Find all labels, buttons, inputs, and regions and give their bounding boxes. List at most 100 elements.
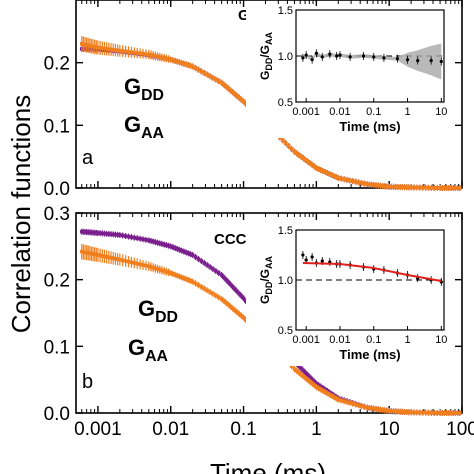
legend-label-gaa: GAA xyxy=(128,335,169,365)
data-point xyxy=(323,390,327,394)
x-tick-label: 0.1 xyxy=(230,419,256,440)
data-point xyxy=(458,186,462,190)
data-point xyxy=(455,411,460,415)
inset-y-axis-label-sub1: DD xyxy=(264,281,274,294)
data-point xyxy=(115,48,120,53)
data-point xyxy=(113,256,118,261)
inset-y-tick-label: 1.0 xyxy=(278,275,293,287)
legend-label-gdd-main: G xyxy=(138,296,155,321)
data-point xyxy=(120,233,125,238)
inset-data-point xyxy=(348,55,352,59)
data-point xyxy=(391,185,396,189)
data-point xyxy=(98,253,102,258)
data-point xyxy=(314,385,319,389)
data-point xyxy=(426,185,431,190)
inset-data-point xyxy=(338,53,342,57)
data-point xyxy=(144,238,148,242)
data-point xyxy=(109,256,113,260)
data-point xyxy=(442,186,447,190)
legend-label-gdd-main: G xyxy=(124,74,141,99)
data-point xyxy=(226,86,231,91)
data-point xyxy=(171,245,175,249)
inset-x-tick-label: 0.01 xyxy=(329,106,350,118)
data-point xyxy=(100,231,105,236)
inset-data-point xyxy=(429,59,433,63)
data-point xyxy=(98,46,102,50)
x-tick-label: 0.001 xyxy=(74,419,122,440)
inset-y-axis-label-mid: /G xyxy=(258,269,272,282)
data-point xyxy=(239,97,244,102)
panel-b: 0.0010.010.11101000.00.10.20.3GDDGAACCC/… xyxy=(44,204,474,440)
panel-a: 0.00.10.2GDDGAAGGG/CCC_DAa0.0010.010.111… xyxy=(44,0,463,200)
data-point xyxy=(190,279,195,284)
data-point xyxy=(171,272,175,276)
data-point xyxy=(339,176,343,181)
data-point xyxy=(453,411,458,415)
inset-data-point xyxy=(301,56,305,60)
data-point xyxy=(173,59,177,63)
legend-label-gaa-main: G xyxy=(128,335,145,360)
data-point xyxy=(321,169,325,173)
data-point xyxy=(362,181,367,186)
inset-data-point xyxy=(310,58,314,62)
inset-y-tick-label: 1.5 xyxy=(278,225,293,237)
data-point xyxy=(196,257,201,261)
inset-y-axis-label-sub2: AA xyxy=(264,255,274,268)
data-point xyxy=(444,411,449,415)
data-point xyxy=(107,232,111,236)
data-point xyxy=(162,269,166,273)
data-point xyxy=(177,274,182,279)
inset-y-axis-label: GDD/GAA xyxy=(258,255,274,304)
panel-label: a xyxy=(82,147,94,169)
data-point xyxy=(305,159,310,164)
data-point xyxy=(404,410,409,414)
data-point xyxy=(214,77,218,82)
data-point xyxy=(429,411,434,415)
data-point xyxy=(123,234,128,238)
data-point xyxy=(336,397,341,402)
data-point xyxy=(222,82,226,87)
data-point xyxy=(164,56,169,61)
data-point xyxy=(111,232,116,237)
data-point xyxy=(412,410,416,415)
data-point xyxy=(323,170,327,174)
data-point xyxy=(329,394,334,398)
inset-data-point xyxy=(395,57,399,61)
data-point xyxy=(100,254,105,258)
data-point xyxy=(109,232,113,236)
data-point xyxy=(289,147,294,151)
data-point xyxy=(230,90,235,94)
data-point xyxy=(179,275,184,280)
inset-data-point xyxy=(382,56,386,60)
data-point xyxy=(438,411,442,415)
data-point xyxy=(283,141,288,145)
inset-data-point xyxy=(314,51,318,55)
data-point xyxy=(316,383,321,387)
data-point xyxy=(111,48,116,52)
data-point xyxy=(329,173,334,177)
data-point xyxy=(149,265,153,269)
data-point xyxy=(407,185,411,190)
data-point xyxy=(342,399,346,404)
data-point xyxy=(409,185,413,190)
data-point xyxy=(160,242,164,246)
data-point xyxy=(214,269,218,273)
data-point xyxy=(383,184,387,189)
data-point xyxy=(175,59,180,64)
data-point xyxy=(393,185,398,189)
data-point xyxy=(325,391,330,396)
data-point xyxy=(177,60,182,65)
data-point xyxy=(216,271,221,275)
data-point xyxy=(310,377,314,382)
inset-y-tick-label: 1.0 xyxy=(278,51,293,63)
data-point xyxy=(115,233,120,237)
data-point xyxy=(307,379,312,384)
data-point xyxy=(321,389,325,393)
data-point xyxy=(123,259,128,263)
data-point xyxy=(96,45,100,50)
data-point xyxy=(132,261,137,265)
data-point xyxy=(336,176,341,180)
data-point xyxy=(129,235,134,239)
data-point xyxy=(115,257,120,261)
